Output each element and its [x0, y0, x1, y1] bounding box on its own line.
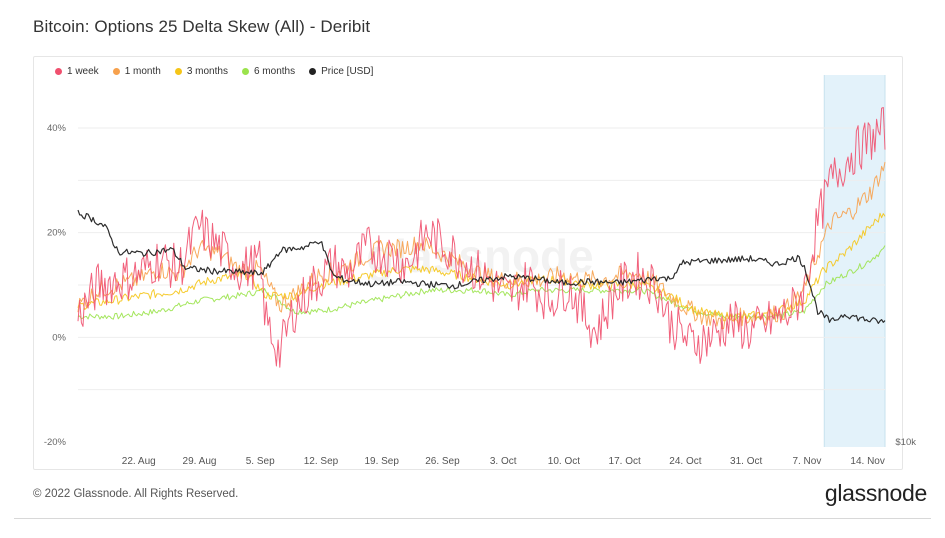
- chart-title: Bitcoin: Options 25 Delta Skew (All) - D…: [33, 17, 371, 36]
- legend-dot-icon: [241, 67, 249, 75]
- x-tick-label: 24. Oct: [669, 456, 701, 467]
- legend-item-6-months[interactable]: 6 months: [241, 65, 296, 77]
- series-line-6-months: [77, 245, 886, 320]
- y-tick-label: 0%: [52, 332, 66, 343]
- x-tick-label: 5. Sep: [246, 456, 275, 467]
- series-line-1-month: [77, 161, 886, 330]
- y-tick-label: 20%: [47, 228, 67, 239]
- x-tick-label: 14. Nov: [850, 456, 884, 467]
- y-tick-label: 40%: [47, 123, 67, 134]
- legend-label: 1 week: [67, 65, 99, 77]
- x-tick-label: 29. Aug: [183, 456, 217, 467]
- x-tick-label: 3. Oct: [490, 456, 517, 467]
- y-tick-label: -20%: [44, 437, 67, 448]
- legend-dot-icon: [55, 67, 62, 75]
- footer-divider: [14, 518, 931, 519]
- legend-item-price[interactable]: Price [USD]: [309, 66, 373, 77]
- legend-label: 6 months: [253, 65, 296, 77]
- series-line-price-usd: [77, 209, 886, 324]
- chart-panel: [33, 56, 903, 470]
- x-tick-label: 19. Sep: [364, 456, 399, 467]
- x-tick-label: 17. Oct: [609, 456, 641, 467]
- legend-dot-icon: [309, 67, 317, 75]
- x-tick-label: 22. Aug: [122, 456, 156, 467]
- legend-dot-icon: [174, 67, 182, 75]
- legend-label: 3 months: [186, 65, 228, 77]
- x-tick-label: 31. Oct: [730, 456, 762, 467]
- legend-item-1-week[interactable]: 1 week: [55, 66, 99, 77]
- chart-legend: 1 week 1 month 3 months 6 months Price […: [55, 63, 373, 79]
- highlight-region: [824, 75, 885, 447]
- y2-tick-label: $10k: [895, 437, 916, 448]
- legend-label: Price [USD]: [321, 65, 374, 77]
- copyright-text: © 2022 Glassnode. All Rights Reserved.: [33, 488, 239, 500]
- glassnode-logo: glassnode: [824, 480, 927, 506]
- legend-dot-icon: [112, 67, 120, 75]
- legend-item-3-months[interactable]: 3 months: [174, 65, 228, 77]
- x-tick-label: 7. Nov: [792, 456, 821, 467]
- x-tick-label: 12. Sep: [304, 456, 339, 467]
- x-tick-label: 26. Sep: [425, 456, 460, 467]
- x-tick-label: 10. Oct: [548, 456, 580, 467]
- legend-item-1-month[interactable]: 1 month: [112, 65, 161, 77]
- series-line-1-week: [77, 107, 886, 368]
- legend-label: 1 month: [124, 65, 161, 77]
